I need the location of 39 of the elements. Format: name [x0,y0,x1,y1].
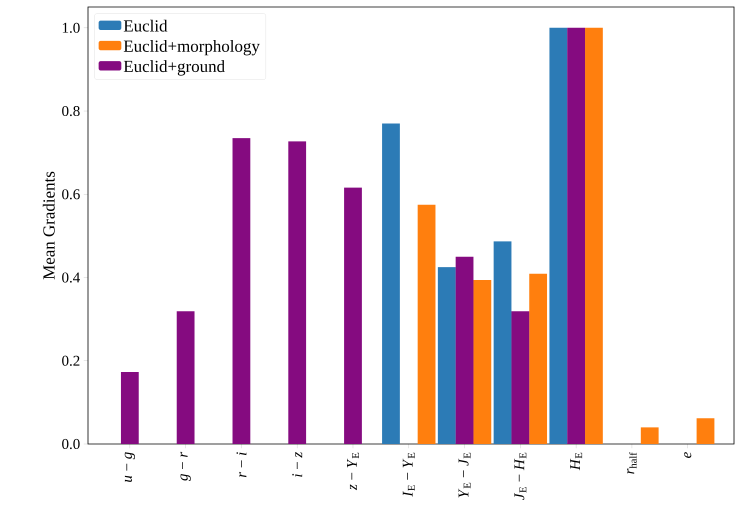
x-tick-label: J$_{E}$ − H$_{E}$ [514,452,526,500]
bar [696,418,714,444]
bar [473,280,492,444]
y-tick-label: 0.0 [62,438,80,450]
x-tick-label: z − Y$_{E}$ [347,452,359,490]
x-tick-label: r$_{half}$ [627,452,637,474]
bar [585,28,603,444]
x-tick-label: u − g [124,452,135,482]
y-tick-label: 0.8 [62,106,80,116]
y-axis-title: Mean Gradients [42,172,55,280]
bar [529,274,548,444]
legend-label: Euclid+ground [124,60,225,76]
x-tick-label: Y$_{E}$ − J$_{E}$ [458,452,471,498]
bar [176,311,195,444]
y-tick-label: 0.6 [62,189,80,200]
legend-label: Euclid+morphology [124,40,260,56]
x-tick-label: i − z [292,452,302,477]
bar [494,241,512,444]
y-tick-label: 0.2 [62,356,80,366]
x-tick-label: r − i [236,452,246,478]
bar [567,28,586,444]
bar [382,124,400,444]
legend-label: Euclid [124,20,168,32]
bar [640,427,659,444]
x-tick-label: e [684,452,692,458]
bar [288,141,306,444]
bar [511,311,530,444]
bar [456,256,474,444]
bar [120,372,139,444]
bar [344,188,362,444]
x-tick-label: H$_{E}$ [570,452,582,470]
bar [549,28,568,444]
y-tick-label: 1.0 [62,22,80,33]
x-tick-label: g − r [180,452,191,481]
bar [438,267,456,444]
y-tick-label: 0.4 [62,272,80,283]
x-tick-label: I$_{E}$ − Y$_{E}$ [402,452,415,497]
bar [418,204,436,444]
bar [232,138,250,444]
